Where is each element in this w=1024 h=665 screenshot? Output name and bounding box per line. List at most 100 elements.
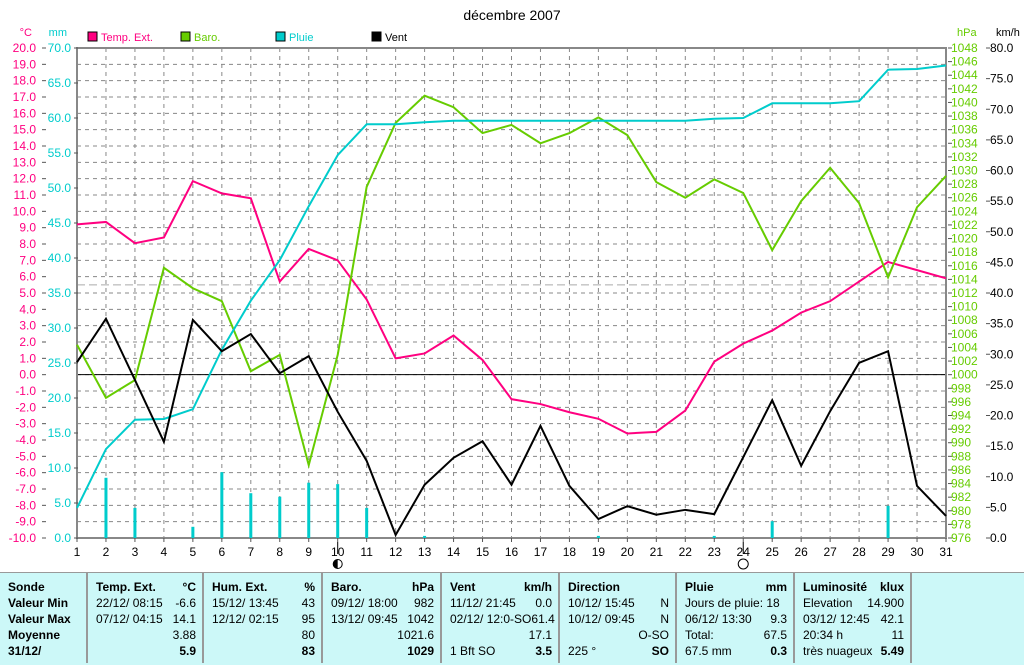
series-line-wind (76, 316, 947, 538)
light-row-label: Elevation (803, 596, 853, 610)
daily-rain-bar (133, 507, 137, 538)
x-tick-label: 18 (563, 545, 577, 559)
x-tick-label: 28 (852, 545, 866, 559)
baro-tick-label: 1028 (951, 177, 978, 191)
baro-tick-label: 982 (951, 490, 971, 504)
temp-tick-label: 12.0 (13, 172, 37, 186)
rain-axis-unit: mm (49, 27, 67, 39)
daily-rain-bar (249, 493, 253, 538)
rain-tick-label: 40.0 (48, 251, 72, 265)
rain-tick-label: 30.0 (48, 321, 72, 335)
daily-rain-bar (278, 496, 282, 538)
baro-tick-label: 1032 (951, 150, 978, 164)
label-mean: Moyenne (8, 628, 61, 642)
legend-swatch (371, 31, 382, 42)
light-title: Luminosité (803, 580, 868, 594)
temp-tick-label: 13.0 (13, 155, 37, 169)
wind-tick-label: 55.0 (990, 194, 1014, 208)
weather-chart: décembre 2007°C20.019.018.017.016.015.01… (9, 7, 1020, 570)
rain-row-label: Total: (685, 628, 714, 642)
rain-tick-label: 25.0 (48, 356, 72, 370)
temp-tick-label: 9.0 (19, 221, 36, 235)
moon-shade-icon (333, 559, 338, 569)
direction-column: Direction 10/12/ 15:45 N 10/12/ 09:45 N O-SO 2… (560, 573, 677, 663)
baro-tick-label: 1010 (951, 300, 978, 314)
temp-tick-label: 10.0 (13, 204, 37, 218)
rain-unit: mm (765, 580, 787, 594)
label-min: Valeur Min (8, 596, 69, 610)
baro-tick-label: 1012 (951, 286, 978, 300)
legend-swatch (180, 31, 191, 42)
baro-tick-label: 990 (951, 436, 971, 450)
baro-tick-label: 1002 (951, 354, 978, 368)
baro-tick-label: 1026 (951, 191, 978, 205)
x-tick-label: 25 (766, 545, 780, 559)
rain-tick-label: 15.0 (48, 426, 72, 440)
wind-tick-label: 45.0 (990, 255, 1014, 269)
series-line-rain (76, 64, 947, 509)
x-tick-label: 20 (621, 545, 635, 559)
temp-title: Temp. Ext. (96, 580, 156, 594)
wind-row-value: 3.5 (535, 644, 552, 658)
daily-rain-bar (712, 535, 716, 538)
baro-unit: hPa (411, 580, 434, 594)
rain-tick-label: 0.0 (54, 531, 71, 545)
daily-rain-bar (770, 521, 774, 538)
daily-rain-bar (307, 482, 311, 538)
chart-title: décembre 2007 (463, 7, 561, 23)
wind-tick-label: 15.0 (990, 439, 1014, 453)
temp-tick-label: -8.0 (15, 498, 36, 512)
light-row-label: très nuageux (803, 644, 873, 658)
direction-title: Direction (568, 580, 621, 594)
baro-tick-label: 1038 (951, 109, 978, 123)
temp-tick-label: 11.0 (14, 188, 37, 202)
wind-tick-label: 30.0 (990, 347, 1014, 361)
label-current: 31/12/ (8, 644, 42, 658)
light-column: Luminosité klux Elevation 14.900 03/12/ 12:4… (795, 573, 912, 663)
rain-tick-label: 50.0 (48, 181, 72, 195)
baro-tick-label: 1018 (951, 245, 978, 259)
rain-tick-label: 45.0 (48, 216, 72, 230)
hum-unit: % (304, 580, 315, 594)
baro-tick-label: 998 (951, 381, 971, 395)
daily-rain-bar (191, 526, 195, 538)
direction-row-value: SO (651, 644, 669, 658)
wind-tick-label: 10.0 (990, 470, 1014, 484)
temp-tick-label: 16.0 (13, 106, 37, 120)
rain-tick-label: 65.0 (48, 76, 72, 90)
baro-title: Baro. (331, 580, 362, 594)
direction-row-label: 225 ° (568, 644, 597, 658)
direction-row-label: 10/12/ 09:45 (568, 612, 635, 626)
baro-tick-label: 1014 (951, 272, 978, 286)
x-tick-label: 6 (218, 545, 225, 559)
x-tick-label: 30 (910, 545, 924, 559)
x-tick-label: 3 (132, 545, 139, 559)
hum-row-value: 80 (301, 628, 315, 642)
baro-tick-label: 1036 (951, 123, 978, 137)
baro-row-value: 1042 (407, 612, 434, 626)
x-tick-label: 31 (939, 545, 953, 559)
baro-row-label: 13/12/ 09:45 (331, 612, 398, 626)
x-tick-label: 11 (360, 545, 373, 559)
temp-tick-label: 18.0 (13, 74, 37, 88)
rain-row-value: 0.3 (770, 644, 787, 658)
daily-rain-bar (365, 507, 369, 538)
rain-row-label: 06/12/ 13:30 (685, 612, 752, 626)
baro-tick-label: 984 (951, 477, 971, 491)
temp-tick-label: 3.0 (19, 319, 36, 333)
x-tick-label: 2 (103, 545, 110, 559)
direction-row-label: 10/12/ 15:45 (568, 596, 635, 610)
x-tick-label: 7 (247, 545, 254, 559)
x-tick-label: 19 (592, 545, 606, 559)
legend-label: Vent (385, 32, 407, 44)
wind-row-label: 11/12/ 21:45 (450, 596, 516, 610)
light-row-label: 03/12/ 12:45 (803, 612, 870, 626)
daily-rain-bar (336, 484, 340, 538)
temp-tick-label: 0.0 (19, 368, 36, 382)
hum-title: Hum. Ext. (212, 580, 268, 594)
labels-column: Sonde Valeur Min Valeur Max Moyenne 31/1… (0, 573, 88, 663)
hum-row-value: 43 (301, 596, 315, 610)
direction-row-value: O-SO (638, 628, 669, 642)
rain-tick-label: 20.0 (48, 391, 72, 405)
daily-rain-bar (423, 535, 427, 538)
